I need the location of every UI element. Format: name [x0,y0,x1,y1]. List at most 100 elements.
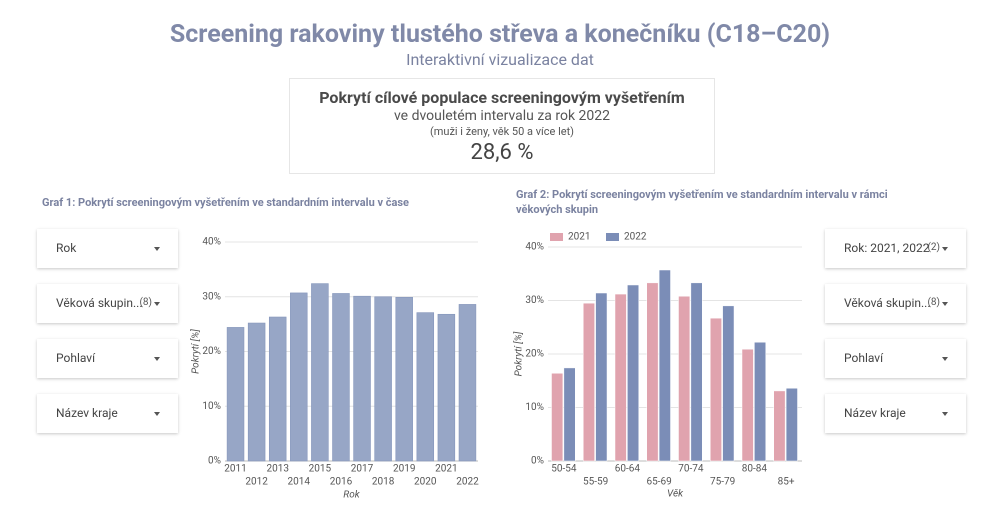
bar [551,373,564,462]
filter-dropdown[interactable]: Název kraje [37,394,178,433]
bar [678,295,691,462]
bar [437,313,456,462]
x-axis-title: Rok [343,490,361,501]
x-tick-label: 65-69 [647,477,672,488]
bar [754,341,767,462]
dropdown-caret [942,302,948,306]
bar [709,317,722,462]
bar [353,295,371,462]
x-tick-label: 50-54 [551,464,577,475]
legend-swatch [606,233,619,241]
y-axis-title: Pokrytí [%] [190,329,202,374]
bar [247,322,266,462]
chart-title: Graf 1: Pokrytí screeningovým vyšetřením… [42,196,409,209]
y-tick-label: 10% [202,401,221,412]
filter-dropdown[interactable]: Pohlaví [37,339,178,378]
bar [785,387,798,462]
x-tick-label: 2015 [309,464,332,475]
x-tick-label: 2019 [393,464,415,475]
dropdown-caret [942,357,948,361]
filter-dropdown[interactable]: Rok: 2021, 2022 (2) [825,229,966,268]
bar [311,283,329,462]
filter-label: Věková skupin... [56,296,143,310]
filter-label: Věková skupin... [844,296,931,310]
filter-label: Pohlaví [844,351,884,365]
x-tick-label: 70-74 [678,464,704,475]
kpi-card: Pokrytí cílové populace screeningovým vy… [289,78,715,174]
bar [658,269,671,462]
filter-dropdown[interactable]: Rok [37,229,178,268]
bar [627,284,640,462]
x-tick-label: 60-64 [615,464,641,475]
x-tick-label: 2013 [266,464,288,475]
x-tick-label: 2014 [288,477,311,488]
bar [563,367,576,462]
x-tick-label: 2017 [351,464,374,475]
filter-count: (8) [927,297,940,308]
bar [374,296,392,462]
y-tick-label: 0% [531,456,544,467]
x-axis-title: Věk [667,488,684,500]
bar [741,348,754,462]
bar [595,292,608,462]
bar [290,292,308,462]
x-tick-label: 2022 [456,477,479,488]
y-tick-label: 20% [525,349,544,360]
dropdown-caret [154,302,160,306]
bar [614,293,627,462]
y-tick-label: 0% [208,456,221,467]
y-tick-label: 30% [525,295,544,306]
bar [582,302,595,462]
y-tick-label: 10% [525,402,544,413]
dropdown-caret [154,247,160,251]
kpi-title: Pokrytí cílové populace screeningovým vy… [319,88,685,107]
x-tick-label: 75-79 [710,477,735,488]
dropdown-caret [942,412,948,416]
dropdown-caret [154,357,160,361]
x-tick-label: 2012 [245,477,268,488]
legend-label: 2021 [568,232,590,243]
bar [226,327,245,462]
x-tick-label: 2016 [330,477,353,488]
bar [395,296,413,462]
legend-swatch [550,233,563,241]
bar [332,293,350,462]
y-tick-label: 30% [202,291,221,302]
kpi-note: (muži i ženy, věk 50 a více let) [429,125,575,138]
x-tick-label: 2021 [435,464,457,475]
filter-label: Pohlaví [56,351,96,365]
y-axis-title: Pokrytí [%] [513,331,525,376]
bar [773,390,786,462]
filter-count: (8) [139,297,152,308]
bar [458,304,477,462]
page-title: Screening rakoviny tlustého střeva a kon… [169,20,831,49]
bar [416,312,435,462]
bar [268,316,287,462]
filter-dropdown[interactable]: Věková skupin... (8) [825,284,966,323]
x-tick-label: 2020 [414,477,437,488]
chart-title: Graf 2: Pokrytí screeningovým vyšetřením… [516,188,888,216]
dropdown-caret [942,247,948,251]
filter-dropdown[interactable]: Věková skupin... (8) [37,284,178,323]
bar [690,282,703,462]
bar [646,282,659,462]
y-tick-label: 20% [202,346,221,357]
x-tick-label: 85+ [778,477,795,488]
legend-label: 2022 [624,232,647,243]
x-tick-label: 80-84 [742,464,768,475]
bar [722,305,735,462]
x-tick-label: 2018 [372,477,395,488]
x-tick-label: 55-59 [583,477,608,488]
kpi-subtitle: ve dvouletém intervalu za rok 2022 [393,108,610,124]
filter-label: Název kraje [844,406,906,420]
x-tick-label: 2011 [224,464,246,475]
y-tick-label: 40% [202,237,221,248]
filter-label: Rok [56,241,77,255]
page-subtitle: Interaktivní vizualizace dat [406,50,594,69]
filter-label: Rok: 2021, 2022 [844,241,930,255]
filter-dropdown[interactable]: Pohlaví [825,339,966,378]
filter-count: (2) [927,242,940,253]
filter-dropdown[interactable]: Název kraje [825,394,966,433]
